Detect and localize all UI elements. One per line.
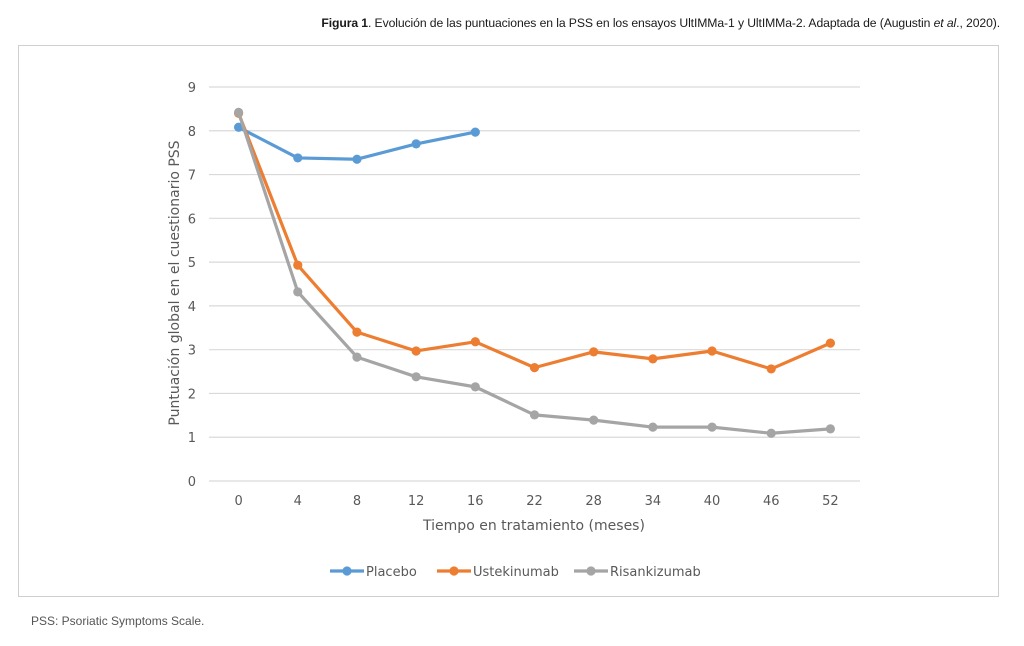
data-point <box>766 364 776 374</box>
figure-caption: Figura 1. Evolución de las puntuaciones … <box>321 16 1000 30</box>
series-line <box>237 125 476 161</box>
data-point <box>293 153 303 163</box>
data-point <box>766 428 776 438</box>
y-tick-label: 1 <box>188 431 196 446</box>
x-axis-ticks: 0 4 8 12 16 22 28 34 40 46 52 <box>234 494 838 509</box>
data-point <box>648 422 658 432</box>
data-point <box>293 287 303 297</box>
x-tick-label: 4 <box>294 494 302 509</box>
y-tick-label: 2 <box>188 387 196 402</box>
data-point <box>707 346 717 356</box>
y-axis-title: Puntuación global en el cuestionario PSS <box>167 140 183 425</box>
chart-frame <box>18 45 999 597</box>
legend-label: Risankizumab <box>610 565 701 580</box>
x-tick-label: 22 <box>526 494 543 509</box>
legend-item-ustekinumab: Ustekinumab <box>437 565 559 580</box>
legend-label: Ustekinumab <box>473 565 559 580</box>
x-tick-label: 28 <box>585 494 602 509</box>
x-tick-label: 40 <box>704 494 721 509</box>
legend-label: Placebo <box>366 565 417 580</box>
data-point <box>529 410 540 420</box>
data-point <box>589 415 599 425</box>
data-point <box>470 382 480 392</box>
data-point <box>648 354 658 364</box>
x-tick-label: 16 <box>467 494 484 509</box>
data-point <box>470 127 480 137</box>
y-tick-label: 8 <box>188 125 196 140</box>
x-tick-label: 34 <box>645 494 662 509</box>
data-point <box>411 139 421 149</box>
y-tick-label: 4 <box>188 300 196 315</box>
series-line <box>237 111 831 435</box>
footnote: PSS: Psoriatic Symptoms Scale. <box>31 614 205 628</box>
data-point <box>470 337 480 347</box>
series-group <box>233 107 836 438</box>
y-axis-ticks: 0 1 2 3 4 5 6 7 8 9 <box>188 81 196 490</box>
figure-label: Figura 1 <box>321 16 368 30</box>
data-point <box>825 424 836 434</box>
legend-marker <box>586 566 596 576</box>
series-placebo <box>233 122 480 164</box>
legend-marker <box>342 566 352 576</box>
data-point <box>352 352 362 362</box>
x-tick-label: 8 <box>353 494 361 509</box>
data-point <box>529 363 540 373</box>
legend-item-risankizumab: Risankizumab <box>574 565 701 580</box>
y-tick-label: 6 <box>188 212 196 227</box>
caption-italic: et al <box>933 16 957 30</box>
data-point <box>707 422 717 432</box>
legend-item-placebo: Placebo <box>330 565 417 580</box>
legend: Placebo Ustekinumab Risankizumab <box>330 565 701 580</box>
y-tick-label: 7 <box>188 169 196 184</box>
series-ustekinumab <box>233 108 836 374</box>
y-tick-label: 9 <box>188 81 196 96</box>
caption-text-end: ., 2020). <box>956 16 1000 30</box>
y-tick-label: 3 <box>188 344 196 359</box>
data-point <box>411 372 421 382</box>
data-point <box>589 347 599 357</box>
x-tick-label: 52 <box>822 494 839 509</box>
data-point <box>411 346 421 356</box>
data-point <box>352 154 362 164</box>
data-point <box>233 122 244 132</box>
x-axis-title: Tiempo en tratamiento (meses) <box>422 518 645 534</box>
data-point <box>233 107 244 117</box>
y-tick-label: 5 <box>188 256 196 271</box>
x-tick-label: 0 <box>234 494 242 509</box>
x-tick-label: 46 <box>763 494 780 509</box>
gridlines <box>209 86 860 482</box>
data-point <box>825 338 836 348</box>
data-point <box>293 260 303 270</box>
series-risankizumab <box>233 107 836 438</box>
caption-text: . Evolución de las puntuaciones en la PS… <box>367 16 934 30</box>
legend-marker <box>449 566 459 576</box>
data-point <box>352 327 362 337</box>
series-line <box>237 112 832 371</box>
x-tick-label: 12 <box>408 494 425 509</box>
y-tick-label: 0 <box>188 475 196 490</box>
